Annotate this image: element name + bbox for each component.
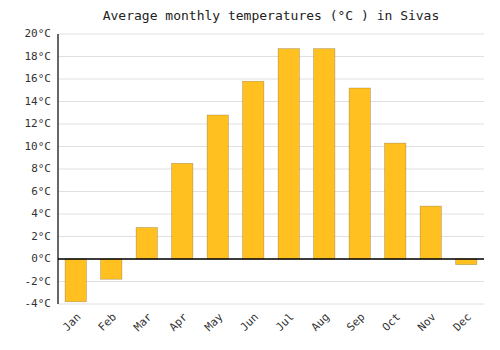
x-tick-label: Sep [344, 311, 367, 334]
chart-container: -4°C -2°C 0°C 2°C 4°C 6°C 8°C 10°C 12°C 14°C 16°C 1… [0, 0, 500, 350]
grid-line [58, 124, 484, 125]
grid-line [58, 79, 484, 80]
grid-line [58, 56, 484, 57]
title: Average monthly temperatures (°C ) in Si… [103, 8, 440, 23]
x-tick-label: Nov [415, 310, 439, 334]
bar [456, 259, 477, 265]
bar [420, 206, 441, 259]
y-tick-label: 0°C [31, 252, 51, 265]
bar [136, 228, 157, 260]
y-tick-label: 4°C [31, 207, 51, 220]
x-tick-label: Jul [273, 311, 296, 334]
y-tick-label: -4°C [25, 297, 52, 310]
x-axis-ticks: Jan Feb Mar Apr May Jun Jul Aug Sep Oct Nov Dec [60, 310, 474, 334]
x-tick-label: Aug [309, 311, 332, 334]
bar [101, 259, 122, 279]
grid-line [58, 259, 484, 260]
x-tick-label: Jun [238, 311, 261, 334]
bar [172, 163, 193, 259]
grid-line [58, 281, 484, 282]
y-tick-label: 18°C [25, 50, 52, 63]
y-axis-ticks: -4°C -2°C 0°C 2°C 4°C 6°C 8°C 10°C 12°C 14°C 16°C 1… [25, 27, 52, 310]
x-tick-label: May [202, 310, 226, 334]
y-tick-label: 16°C [25, 72, 52, 85]
bar [243, 81, 264, 259]
bars [65, 49, 477, 302]
grid-line [58, 304, 484, 305]
chart: -4°C -2°C 0°C 2°C 4°C 6°C 8°C 10°C 12°C 14°C 16°C 1… [0, 0, 500, 350]
y-tick-label: 10°C [25, 140, 52, 153]
y-tick-label: 2°C [31, 230, 51, 243]
y-tick-label: 20°C [25, 27, 52, 40]
x-tick-label: Dec [451, 311, 474, 334]
grid-line [58, 34, 484, 35]
grid-line [58, 191, 484, 192]
x-tick-label: Oct [380, 311, 403, 334]
x-tick-label: Feb [96, 311, 119, 334]
grid-line [58, 146, 484, 147]
bar [207, 115, 228, 259]
x-tick-label: Apr [167, 310, 191, 334]
y-tick-label: 14°C [25, 95, 52, 108]
x-tick-label: Mar [131, 310, 155, 334]
y-tick-label: 8°C [31, 162, 51, 175]
y-tick-label: -2°C [25, 275, 52, 288]
bar [65, 259, 86, 302]
y-axis-line [57, 34, 58, 304]
bar [278, 49, 299, 259]
y-tick-label: 12°C [25, 117, 52, 130]
zero-line [58, 258, 484, 260]
y-tick-label: 6°C [31, 185, 51, 198]
bar [314, 49, 335, 259]
grid [58, 34, 484, 304]
bar [349, 88, 370, 259]
bar [385, 143, 406, 259]
grid-line [58, 169, 484, 170]
grid-line [58, 101, 484, 102]
x-tick-label: Jan [60, 311, 83, 334]
